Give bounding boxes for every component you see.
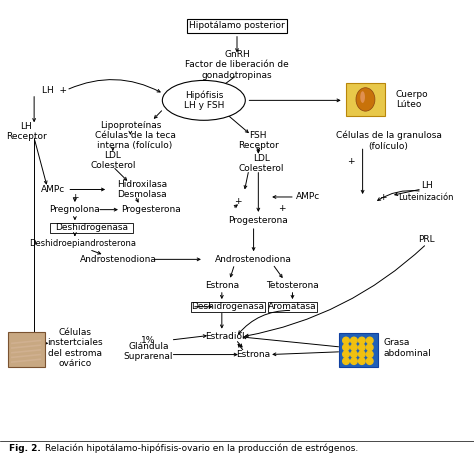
Text: LH: LH xyxy=(421,181,432,190)
Text: AMPc: AMPc xyxy=(296,192,320,202)
FancyBboxPatch shape xyxy=(50,223,133,233)
Circle shape xyxy=(358,351,365,357)
Text: +: + xyxy=(234,197,242,206)
Circle shape xyxy=(366,344,373,351)
Text: +: + xyxy=(71,193,79,202)
Text: 1%: 1% xyxy=(141,335,155,345)
Text: Cuerpo
Lúteo: Cuerpo Lúteo xyxy=(396,90,428,109)
Circle shape xyxy=(343,358,349,364)
Text: GnRH
Factor de liberación de
gonadotropinas: GnRH Factor de liberación de gonadotropi… xyxy=(185,50,289,80)
Text: Relación hipotálamo-hipófisis-ovario en la producción de estrógenos.: Relación hipotálamo-hipófisis-ovario en … xyxy=(45,444,358,453)
FancyBboxPatch shape xyxy=(346,83,385,116)
Circle shape xyxy=(366,337,373,344)
Circle shape xyxy=(343,351,349,357)
Circle shape xyxy=(351,351,357,357)
Text: LH
Receptor: LH Receptor xyxy=(6,121,46,141)
Text: FSH
Receptor: FSH Receptor xyxy=(238,131,279,151)
Circle shape xyxy=(358,358,365,364)
Text: +: + xyxy=(379,193,387,203)
Text: Androstenodiona: Androstenodiona xyxy=(215,255,292,264)
Text: Estrona: Estrona xyxy=(205,280,239,290)
Circle shape xyxy=(358,344,365,351)
FancyBboxPatch shape xyxy=(8,332,45,367)
Text: Hidroxilasa
Desmolasa: Hidroxilasa Desmolasa xyxy=(117,180,167,199)
Text: Células
instertciales
del estroma
ovárico: Células instertciales del estroma ováric… xyxy=(47,328,103,368)
Circle shape xyxy=(366,358,373,364)
Ellipse shape xyxy=(360,91,365,103)
Text: LDL
Colesterol: LDL Colesterol xyxy=(239,153,284,173)
Ellipse shape xyxy=(162,81,246,121)
Text: Lipoproteínas: Lipoproteínas xyxy=(100,121,161,130)
Circle shape xyxy=(351,337,357,344)
Text: +: + xyxy=(347,157,355,166)
Text: Aromatasa: Aromatasa xyxy=(268,302,317,311)
Text: Hipófisis
LH y FSH: Hipófisis LH y FSH xyxy=(183,91,224,110)
FancyBboxPatch shape xyxy=(268,302,317,312)
Text: Deshidroepiandrosterona: Deshidroepiandrosterona xyxy=(29,239,137,249)
Circle shape xyxy=(343,337,349,344)
Circle shape xyxy=(351,358,357,364)
Text: Luteinización: Luteinización xyxy=(398,193,454,203)
Text: LH  +: LH + xyxy=(42,85,67,95)
Text: Progesterona: Progesterona xyxy=(228,216,288,225)
Circle shape xyxy=(358,337,365,344)
Text: PRL: PRL xyxy=(418,234,435,244)
FancyBboxPatch shape xyxy=(191,302,265,312)
Text: Deshidrogenasa: Deshidrogenasa xyxy=(55,223,128,233)
Text: Deshidrogenasa: Deshidrogenasa xyxy=(191,302,264,311)
Text: Células de la granulosa
(folículo): Células de la granulosa (folículo) xyxy=(336,131,442,151)
Circle shape xyxy=(351,344,357,351)
Text: Grasa
abdominal: Grasa abdominal xyxy=(384,338,432,358)
Text: Progesterona: Progesterona xyxy=(121,205,181,214)
Circle shape xyxy=(366,351,373,357)
Text: Androstenodiona: Androstenodiona xyxy=(80,255,157,264)
FancyBboxPatch shape xyxy=(339,333,378,367)
Text: Estradiol: Estradiol xyxy=(205,332,245,341)
Ellipse shape xyxy=(356,88,375,111)
Text: Hipotálamo posterior: Hipotálamo posterior xyxy=(189,21,285,30)
Text: AMPc: AMPc xyxy=(41,185,65,194)
Text: Estrona: Estrona xyxy=(237,350,271,359)
Text: Pregnolona: Pregnolona xyxy=(49,205,100,214)
Circle shape xyxy=(343,344,349,351)
Text: Glándula
Suprarenal: Glándula Suprarenal xyxy=(124,341,173,361)
Text: Fig. 2.: Fig. 2. xyxy=(9,444,41,453)
Text: +: + xyxy=(278,204,286,213)
Text: LDL
Colesterol: LDL Colesterol xyxy=(90,151,136,170)
Text: Tetosterona: Tetosterona xyxy=(266,280,319,290)
Text: Células de la teca
interna (folículo): Células de la teca interna (folículo) xyxy=(95,131,175,151)
